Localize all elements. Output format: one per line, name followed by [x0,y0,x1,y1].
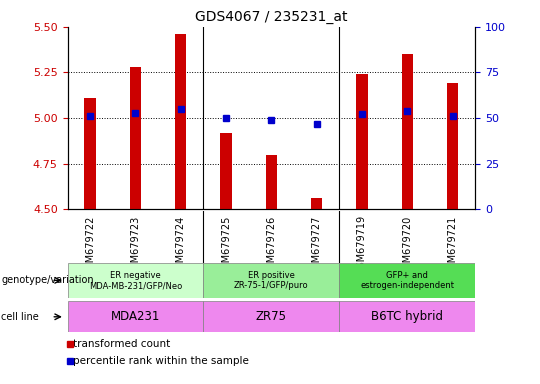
Text: transformed count: transformed count [73,339,170,349]
Bar [356,74,368,209]
Bar [68,263,204,298]
Bar [130,67,141,209]
Text: GSM679726: GSM679726 [266,215,276,275]
Bar [204,301,339,332]
Text: B6TC hybrid: B6TC hybrid [371,310,443,323]
Text: GSM679719: GSM679719 [357,215,367,275]
Text: genotype/variation: genotype/variation [1,275,94,285]
Text: GFP+ and
estrogen-independent: GFP+ and estrogen-independent [360,271,454,290]
Text: GSM679724: GSM679724 [176,215,186,275]
Bar [175,34,186,209]
Bar [220,132,232,209]
Bar [84,98,96,209]
Bar [339,263,475,298]
Bar [339,301,475,332]
Text: ER positive
ZR-75-1/GFP/puro: ER positive ZR-75-1/GFP/puro [234,271,309,290]
Text: percentile rank within the sample: percentile rank within the sample [73,356,249,366]
Text: GSM679721: GSM679721 [448,215,457,275]
Bar [266,155,277,209]
Text: GSM679720: GSM679720 [402,215,412,275]
Text: ER negative
MDA-MB-231/GFP/Neo: ER negative MDA-MB-231/GFP/Neo [89,271,182,290]
Text: GSM679722: GSM679722 [85,215,95,275]
Bar [311,199,322,209]
Bar [204,263,339,298]
Bar [402,54,413,209]
Bar [447,83,458,209]
Text: GSM679727: GSM679727 [312,215,322,275]
Text: ZR75: ZR75 [256,310,287,323]
Title: GDS4067 / 235231_at: GDS4067 / 235231_at [195,10,348,25]
Bar [68,301,204,332]
Text: GSM679723: GSM679723 [131,215,140,275]
Text: cell line: cell line [1,312,39,322]
Text: GSM679725: GSM679725 [221,215,231,275]
Text: MDA231: MDA231 [111,310,160,323]
